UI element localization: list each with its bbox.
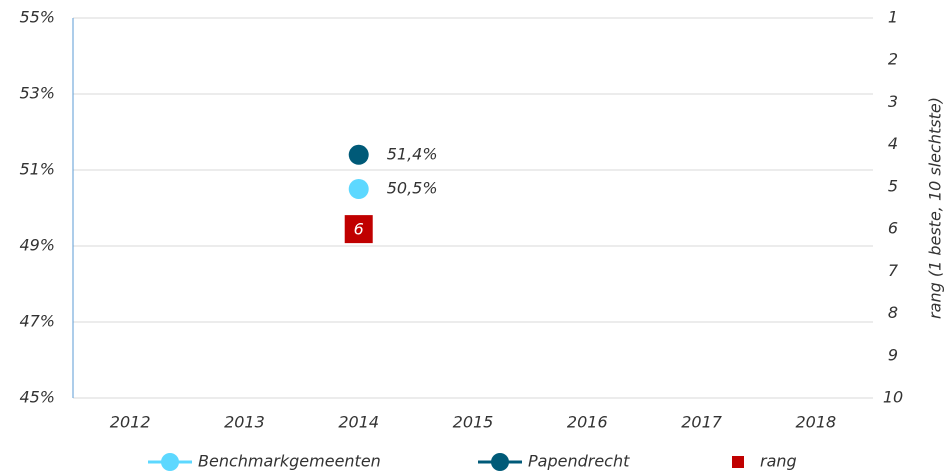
x-tick-label: 2014	[338, 413, 379, 432]
legend-label: rang	[760, 452, 797, 471]
data-label: 6	[354, 220, 364, 239]
point	[348, 144, 369, 165]
y2-tick-label: 3	[888, 92, 898, 111]
x-tick-label: 2018	[795, 413, 836, 432]
point	[348, 179, 369, 199]
data-label: 50,5%	[387, 179, 438, 198]
y2-tick-label: 8	[888, 303, 898, 322]
x-tick-label: 2016	[567, 413, 608, 432]
y2-tick-label: 6	[888, 219, 898, 238]
y2-tick-label: 1	[888, 8, 898, 27]
x-tick-label: 2017	[681, 413, 723, 432]
y-tick-label: 47%	[19, 312, 55, 331]
y-tick-label: 51%	[19, 160, 55, 179]
rank-marker	[344, 215, 373, 244]
y2-axis-title: rang (1 beste, 10 slechtste)	[926, 97, 945, 319]
y2-tick-label: 9	[888, 345, 898, 364]
legend-marker	[161, 453, 179, 471]
x-tick-label: 2015	[453, 413, 494, 432]
y2-tick-label: 10	[883, 388, 903, 407]
legend-swatch	[732, 456, 744, 468]
y2-tick-label: 4	[888, 134, 898, 153]
legend-label: Benchmarkgemeenten	[198, 452, 381, 471]
y2-tick-label: 7	[888, 261, 899, 280]
legend-marker	[491, 453, 509, 471]
y-tick-label: 49%	[19, 236, 55, 255]
y2-tick-label: 5	[888, 176, 898, 195]
y-tick-label: 55%	[19, 8, 55, 27]
x-tick-label: 2013	[224, 413, 265, 432]
x-tick-label: 2012	[110, 413, 151, 432]
y2-tick-label: 2	[888, 50, 898, 69]
data-label: 51,4%	[387, 144, 438, 163]
legend-label: Papendrecht	[528, 452, 630, 471]
y-tick-label: 53%	[19, 84, 55, 103]
y-tick-label: 45%	[19, 388, 55, 407]
